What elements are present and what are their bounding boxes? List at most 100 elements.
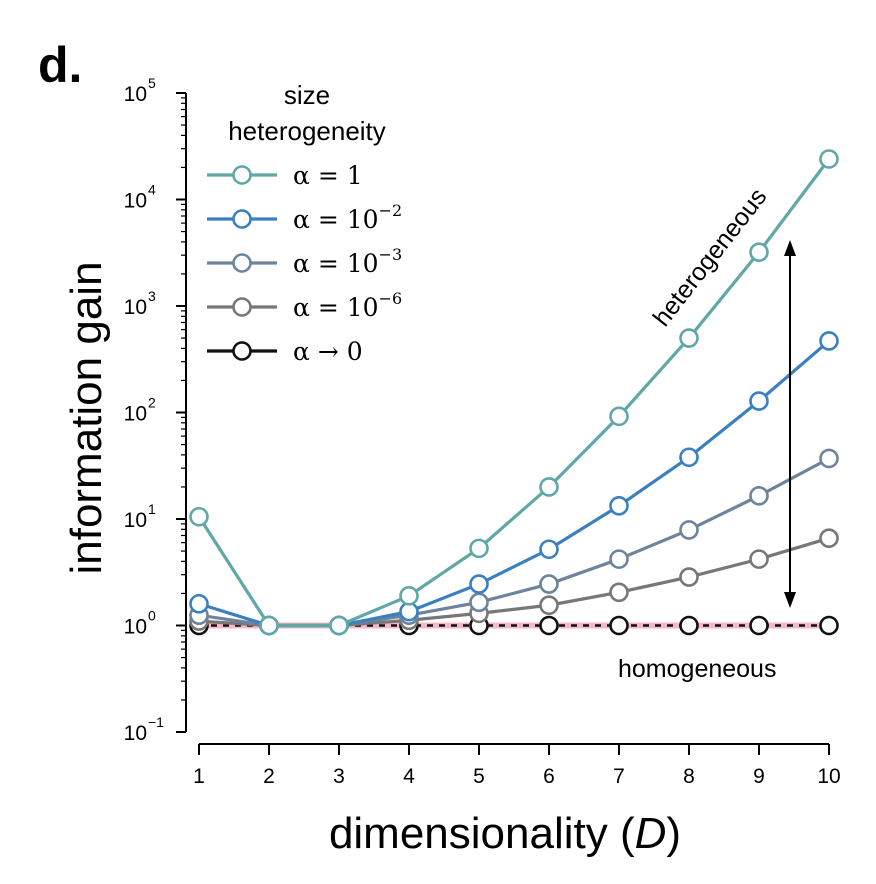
data-point xyxy=(399,601,419,622)
data-point xyxy=(469,574,489,594)
y-tick-exponent: 5 xyxy=(148,75,156,91)
y-tick-label: 10 xyxy=(124,509,147,532)
data-point xyxy=(679,615,699,636)
legend-label: α = 1 xyxy=(293,161,363,190)
data-point xyxy=(679,328,699,348)
x-tick-label: 6 xyxy=(543,765,555,788)
data-point xyxy=(819,149,839,169)
series-line xyxy=(198,339,831,628)
data-point xyxy=(609,496,629,516)
legend-swatch-marker xyxy=(232,209,252,229)
legend-label-main: α = 1 xyxy=(293,161,363,190)
x-ticks: 1 2 3 4 5 6 7 8 9 10 xyxy=(193,744,841,788)
arrow-head-down xyxy=(784,592,796,608)
data-point xyxy=(609,615,629,636)
legend-label-exponent: −3 xyxy=(379,245,403,264)
legend-items: α = 1α = 10−2α = 10−3α = 10−6α → 0 xyxy=(207,161,402,366)
data-point xyxy=(819,448,839,469)
y-tick-exponent: 0 xyxy=(148,608,156,624)
y-tick-exponent: 4 xyxy=(148,182,156,198)
x-tick-label: 2 xyxy=(263,765,275,788)
legend-label-main: α → 0 xyxy=(293,337,363,366)
legend-label: α = 10−2 xyxy=(293,201,402,234)
series-1 xyxy=(189,331,839,636)
legend-item: α = 10−2 xyxy=(207,201,402,234)
legend-swatch-marker xyxy=(232,165,252,185)
legend-swatch-marker xyxy=(232,253,252,273)
y-tick-label: 10 xyxy=(124,296,147,319)
y-tick-label: 10 xyxy=(124,403,147,426)
data-point xyxy=(819,615,839,636)
series-0 xyxy=(189,149,839,636)
legend: size heterogeneity α = 1α = 10−2α = 10−3… xyxy=(207,80,402,366)
y-tick-exponent: −1 xyxy=(148,714,164,730)
y-axis-label: information gain xyxy=(62,261,111,574)
data-point xyxy=(609,549,629,569)
legend-title-line2: heterogeneity xyxy=(228,116,386,146)
legend-item: α = 10−3 xyxy=(207,245,402,278)
legend-label-main: α = 10 xyxy=(293,249,379,278)
data-point xyxy=(189,506,209,527)
series-2 xyxy=(189,448,839,636)
legend-label-main: α = 10 xyxy=(293,205,379,234)
legend-swatch-marker xyxy=(232,297,252,317)
data-point xyxy=(539,539,559,560)
data-point xyxy=(259,615,279,636)
data-point xyxy=(749,242,769,263)
data-point xyxy=(819,528,839,549)
legend-swatch-marker xyxy=(232,341,252,361)
annotation-homogeneous: homogeneous xyxy=(618,655,776,683)
y-tick-exponent: 1 xyxy=(148,501,156,517)
x-axis-label-close: ) xyxy=(666,809,681,858)
data-point xyxy=(609,582,629,603)
legend-item: α = 1 xyxy=(207,161,363,190)
x-tick-label: 7 xyxy=(613,765,625,788)
data-point xyxy=(539,595,559,616)
y-tick-label: 10 xyxy=(124,190,147,213)
x-tick-label: 8 xyxy=(683,765,695,788)
legend-item: α → 0 xyxy=(207,337,363,366)
series-line xyxy=(197,158,831,628)
x-tick-label: 9 xyxy=(753,765,765,788)
series-line xyxy=(198,536,830,628)
data-point xyxy=(539,615,559,636)
series-line xyxy=(198,457,830,628)
data-point xyxy=(749,391,769,411)
data-point xyxy=(469,538,489,559)
data-point xyxy=(539,477,559,497)
legend-title-line1: size xyxy=(284,80,330,110)
data-point xyxy=(609,406,629,427)
annotation-arrow xyxy=(784,240,796,608)
legend-item: α = 10−6 xyxy=(207,289,402,322)
data-point xyxy=(749,549,769,569)
y-tick-label: 10 xyxy=(124,83,147,106)
data-point xyxy=(749,486,769,506)
x-tick-label: 5 xyxy=(473,765,485,788)
legend-label-exponent: −6 xyxy=(379,289,403,308)
data-point xyxy=(819,331,839,351)
series-3 xyxy=(189,528,839,636)
x-axis-label-main: dimensionality ( xyxy=(329,809,635,858)
data-point xyxy=(399,586,419,606)
y-tick-exponent: 2 xyxy=(148,395,156,411)
y-tick-exponent: 3 xyxy=(148,288,156,304)
x-tick-label: 4 xyxy=(403,765,415,788)
legend-label-main: α = 10 xyxy=(293,293,379,322)
arrow-head-up xyxy=(784,240,796,256)
data-point xyxy=(679,520,699,540)
data-point xyxy=(539,574,559,594)
data-point xyxy=(679,447,699,468)
series-layer xyxy=(189,149,839,636)
y-tick-label: 10 xyxy=(124,722,147,745)
panel-label: d. xyxy=(38,37,82,93)
y-tick-label: 10 xyxy=(124,616,147,639)
data-point xyxy=(189,593,209,614)
legend-label: α = 10−3 xyxy=(293,245,402,278)
x-tick-label: 10 xyxy=(817,765,840,788)
data-point xyxy=(749,615,769,636)
x-axis-label-var: D xyxy=(635,809,667,858)
data-point xyxy=(679,567,699,587)
